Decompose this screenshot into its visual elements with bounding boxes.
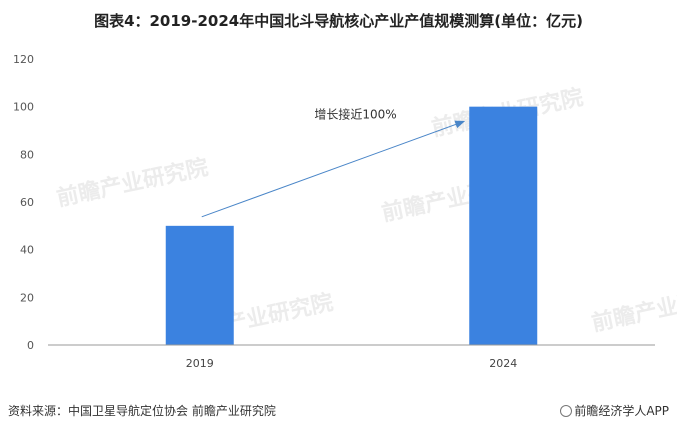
x-axis: 2019 2024: [48, 344, 655, 370]
y-tick-label: 20: [20, 291, 34, 304]
x-tick-label: 2019: [186, 357, 214, 370]
y-axis: 0 20 40 60 80 100 120: [13, 53, 34, 352]
bar: [469, 106, 538, 346]
y-tick-label: 40: [20, 244, 34, 257]
growth-arrow: [201, 120, 466, 218]
brand-label: 前瞻经济学人APP: [560, 402, 669, 419]
y-tick-label: 0: [27, 339, 34, 352]
bar: [165, 225, 234, 345]
brand-logo-icon: [560, 405, 573, 417]
y-tick-label: 60: [20, 196, 34, 209]
y-tick-label: 120: [13, 53, 34, 66]
bars: [165, 106, 538, 346]
y-tick-label: 80: [20, 148, 34, 161]
source-note: 资料来源：中国卫星导航定位协会 前瞻产业研究院: [8, 404, 276, 418]
x-tick-label: 2024: [489, 357, 517, 370]
y-tick-label: 100: [13, 101, 34, 114]
brand-text: 前瞻经济学人APP: [574, 404, 669, 418]
growth-label: 增长接近100%: [314, 106, 396, 121]
chart-title: 图表4：2019-2024年中国北斗导航核心产业产值规模测算(单位：亿元): [94, 12, 583, 30]
bar-chart: 0 20 40 60 80 100 120 2019 2024 增长接近100%: [13, 53, 655, 370]
annotation: 增长接近100%: [201, 106, 466, 218]
